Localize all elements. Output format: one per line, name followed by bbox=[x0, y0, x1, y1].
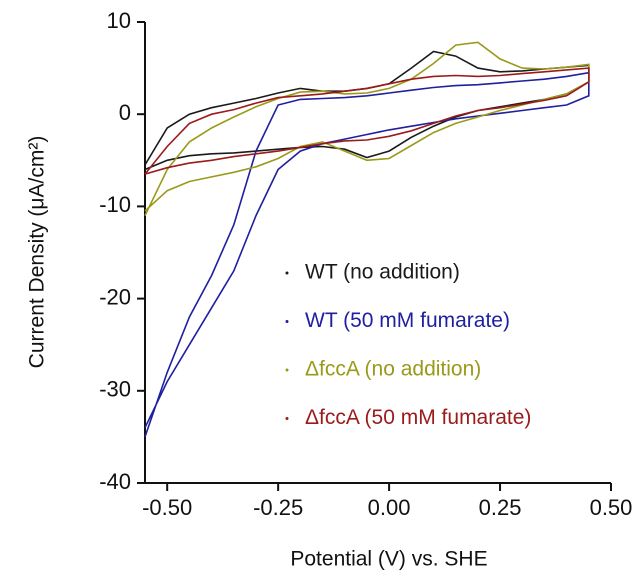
legend-label: WT (no addition) bbox=[305, 261, 460, 284]
x-tick-label: -0.50 bbox=[142, 495, 192, 520]
cv-curve bbox=[144, 71, 590, 438]
y-tick-label: 10 bbox=[107, 8, 131, 33]
y-tick-label: 0 bbox=[119, 100, 131, 125]
y-axis-label: Current Density (μA/cm²) bbox=[26, 136, 49, 369]
legend-label: WT (50 mM fumarate) bbox=[305, 309, 510, 332]
y-tick-label: -10 bbox=[99, 192, 131, 217]
y-tick-label: -40 bbox=[99, 469, 131, 494]
legend-marker bbox=[285, 271, 289, 275]
legend-label: ΔfccA (50 mM fumarate) bbox=[305, 406, 531, 429]
legend-marker bbox=[285, 320, 289, 323]
y-tick-label: -20 bbox=[99, 284, 131, 309]
x-tick-label: 0.25 bbox=[479, 495, 522, 520]
legend-label: ΔfccA (no addition) bbox=[305, 358, 481, 381]
x-tick-label: 0.50 bbox=[590, 495, 633, 520]
cv-curve bbox=[144, 41, 590, 216]
y-tick-label: -30 bbox=[99, 377, 131, 402]
x-tick-label: -0.25 bbox=[253, 495, 303, 520]
legend-marker bbox=[285, 417, 289, 420]
x-tick-label: 0.00 bbox=[368, 495, 411, 520]
x-axis-label: Potential (V) vs. SHE bbox=[290, 548, 487, 571]
cv-curve bbox=[144, 67, 590, 175]
legend-marker bbox=[285, 368, 289, 372]
